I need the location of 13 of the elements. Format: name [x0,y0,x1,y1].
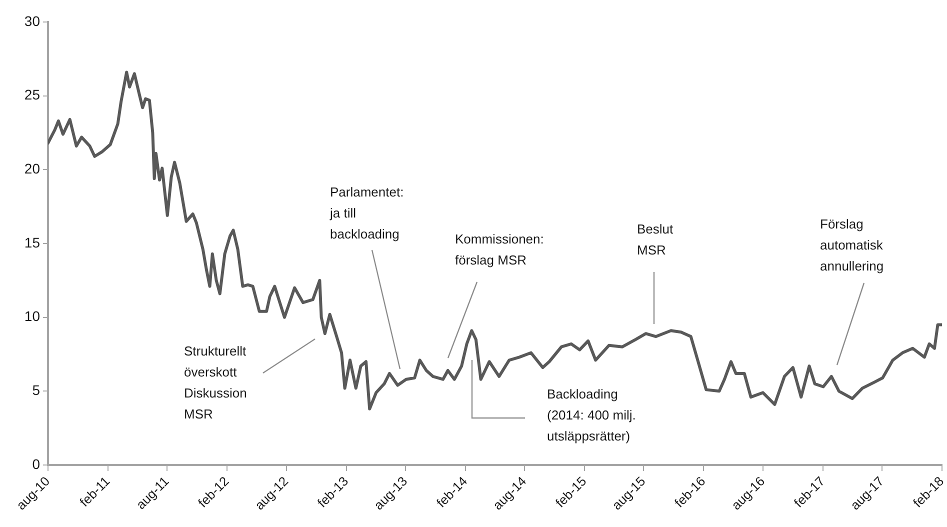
y-tick-label: 30 [24,12,40,29]
annotation: Strukturellt överskott Diskussion MSR [184,344,247,422]
annotation: Beslut MSR [637,222,674,258]
y-tick-label: 20 [24,160,40,177]
y-tick-label: 25 [24,86,40,103]
y-tick-label: 0 [32,456,40,472]
y-tick-label: 15 [24,234,40,250]
y-tick-label: 5 [32,382,40,398]
annotation: Backloading (2014: 400 milj. utsläppsrätter) [547,386,636,444]
annotation: Parlamentet: ja till backloading [329,184,404,242]
annotation: Förslag automatisk annullering [820,216,884,274]
annotation: Kommissionen: förslag MSR [455,232,544,268]
y-tick-label: 10 [24,308,40,324]
